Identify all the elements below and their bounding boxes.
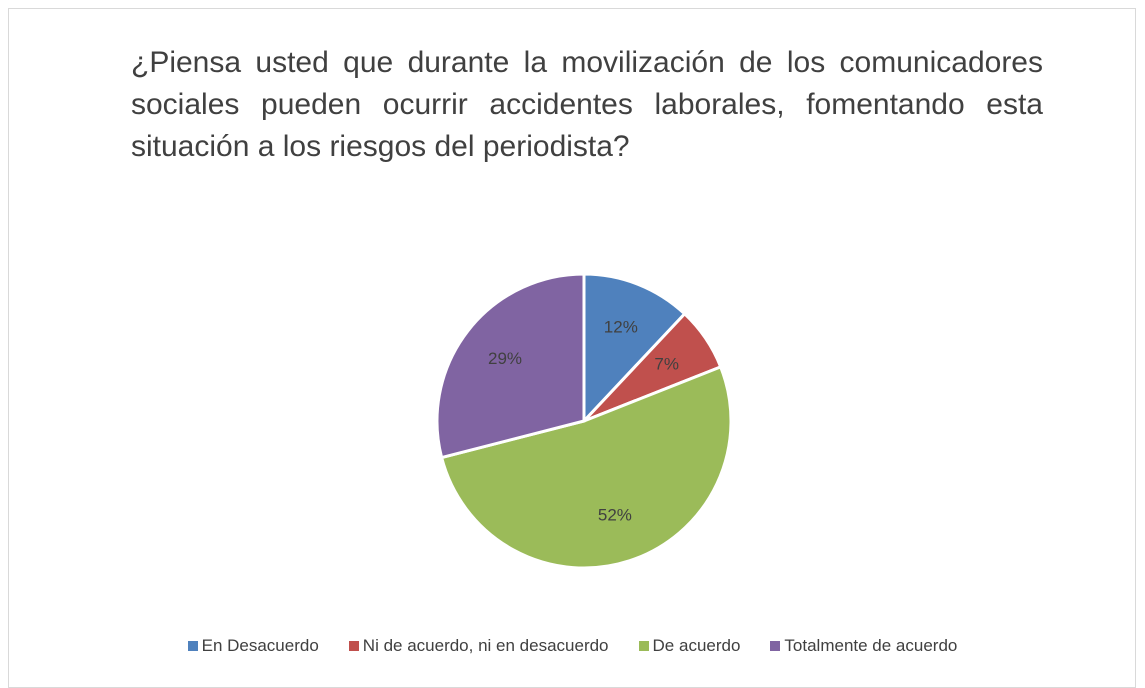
- pie-slice: [582, 272, 687, 425]
- page: ¿Piensa usted que durante la movilizació…: [0, 8, 1145, 688]
- legend-label: Ni de acuerdo, ni en desacuerdo: [362, 636, 609, 655]
- legend: En Desacuerdo Ni de acuerdo, ni en desacu…: [0, 636, 1145, 656]
- data-label: 29%: [488, 349, 522, 368]
- legend-swatch: [187, 641, 198, 651]
- data-label: 52%: [598, 506, 632, 525]
- legend-swatch: [348, 641, 359, 651]
- legend-item: De acuerdo: [638, 636, 741, 656]
- legend-label: En Desacuerdo: [201, 636, 319, 655]
- data-label: 12%: [604, 318, 638, 337]
- legend-swatch: [770, 641, 781, 651]
- pie-slice: [435, 272, 586, 460]
- chart-title: ¿Piensa usted que durante la movilizació…: [131, 46, 1043, 163]
- legend-label: De acuerdo: [652, 636, 741, 655]
- pie-slice: [439, 364, 733, 570]
- data-label: 7%: [654, 354, 679, 373]
- chart: 12% 7% 52% 29%: [435, 272, 733, 570]
- legend-item: Totalmente de acuerdo: [770, 636, 957, 656]
- legend-swatch: [638, 641, 649, 651]
- legend-label: Totalmente de acuerdo: [784, 636, 958, 655]
- legend-item: En Desacuerdo: [187, 636, 319, 656]
- legend-item: Ni de acuerdo, ni en desacuerdo: [348, 636, 609, 656]
